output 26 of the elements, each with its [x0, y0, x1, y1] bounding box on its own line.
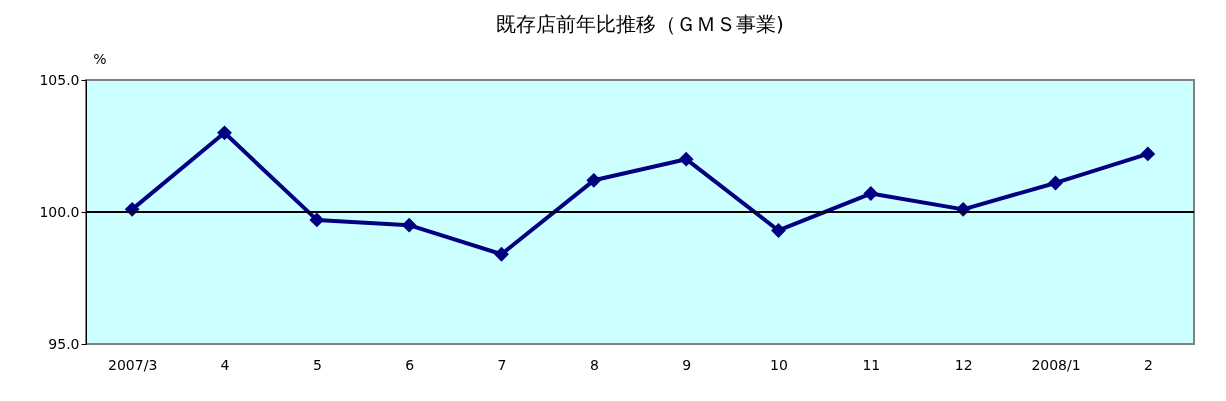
point: [863, 186, 879, 201]
y-axis-title: %: [93, 51, 107, 67]
chart-title: 既存店前年比推移（ＧＭＳ事業): [496, 12, 784, 36]
x-tick-label: 12: [954, 356, 973, 373]
x-tick-label: 8: [589, 356, 599, 373]
point: [217, 125, 232, 141]
x-tick-label: 4: [220, 356, 230, 373]
x-tick-label: 9: [682, 356, 692, 373]
x-tick-label: 7: [497, 356, 507, 373]
x-tick-label: 11: [862, 356, 881, 373]
x-tick-label: 10: [770, 356, 788, 373]
x-tick-label: 5: [312, 356, 322, 373]
y-tick-label: 100.0: [39, 203, 80, 220]
x-tick-label: 2007/3: [108, 356, 158, 373]
point: [678, 151, 694, 167]
y-tick-label: 95.0: [48, 335, 80, 352]
point: [586, 172, 602, 188]
x-tick-label: 6: [405, 356, 415, 373]
point: [494, 246, 509, 262]
point: [309, 212, 325, 228]
x-tick-label: 2: [1143, 356, 1153, 373]
x-tick-label: 2008/1: [1031, 356, 1081, 373]
point: [401, 217, 417, 233]
y-tick-label: 105.0: [39, 71, 80, 88]
point: [771, 223, 786, 238]
point: [1140, 146, 1156, 162]
